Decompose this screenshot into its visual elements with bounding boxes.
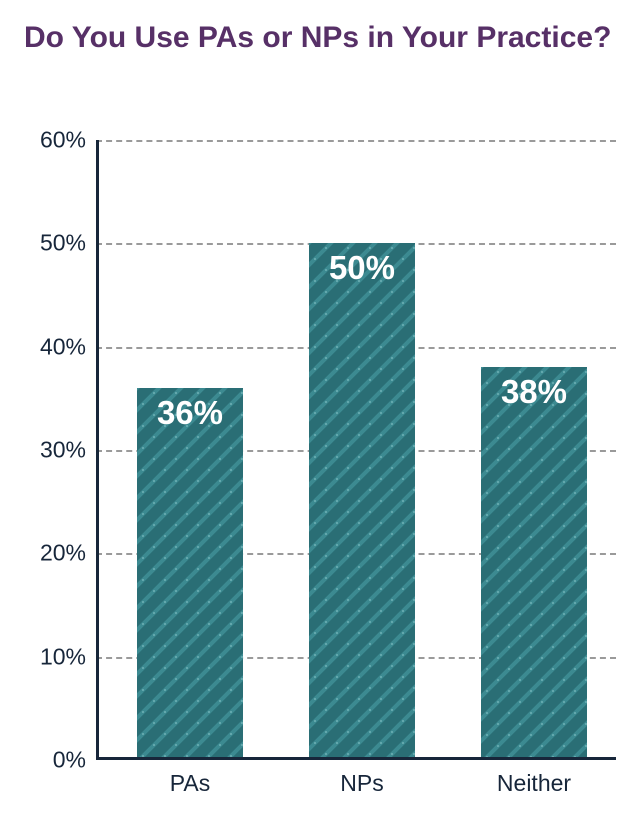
y-axis-tick-label: 40%	[16, 333, 86, 360]
gridline	[96, 140, 616, 142]
x-axis-tick-label: PAs	[110, 770, 270, 797]
y-axis-tick-label: 0%	[16, 747, 86, 774]
bar	[309, 243, 416, 760]
bar-value-label: 36%	[137, 394, 244, 432]
bar-value-label: 38%	[481, 373, 588, 411]
y-axis-tick-label: 30%	[16, 437, 86, 464]
x-axis-line	[96, 757, 616, 760]
y-axis-tick-label: 10%	[16, 643, 86, 670]
y-axis-tick-label: 50%	[16, 230, 86, 257]
chart-container: Do You Use PAs or NPs in Your Practice? …	[0, 0, 640, 837]
y-axis-line	[96, 140, 99, 760]
chart-title: Do You Use PAs or NPs in Your Practice?	[24, 20, 616, 56]
y-axis-tick-label: 60%	[16, 127, 86, 154]
bar	[137, 388, 244, 760]
plot-area: 0%10%20%30%40%50%60%36%PAs50%NPs38%Neith…	[96, 140, 616, 760]
bar	[481, 367, 588, 760]
x-axis-tick-label: NPs	[282, 770, 442, 797]
bar-value-label: 50%	[309, 249, 416, 287]
x-axis-tick-label: Neither	[454, 770, 614, 797]
y-axis-tick-label: 20%	[16, 540, 86, 567]
